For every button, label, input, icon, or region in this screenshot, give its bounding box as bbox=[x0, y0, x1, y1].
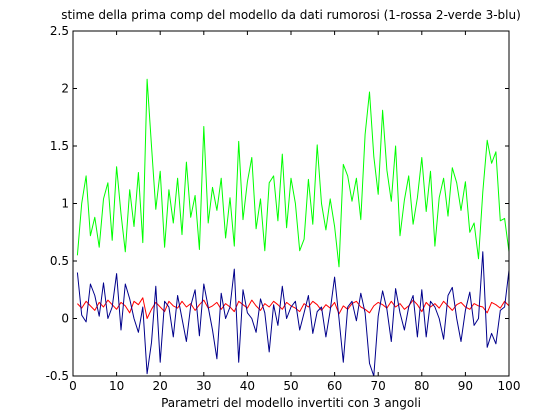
x-tick-label: 40 bbox=[240, 379, 255, 393]
series-layer bbox=[76, 78, 509, 376]
y-tick-label: 2.5 bbox=[50, 24, 69, 38]
y-tick-label: 1 bbox=[61, 197, 69, 211]
x-axis-label: Parametri del modello invertiti con 3 an… bbox=[161, 396, 421, 410]
x-tick-label: 60 bbox=[327, 379, 342, 393]
series-line-green bbox=[76, 78, 509, 268]
x-tick-label: 20 bbox=[153, 379, 168, 393]
x-tick-label: 90 bbox=[458, 379, 473, 393]
y-tick-label: 0 bbox=[61, 312, 69, 326]
x-axis: 0 10 20 30 40 50 60 70 80 90 100 bbox=[69, 31, 520, 393]
x-tick-label: 100 bbox=[498, 379, 521, 393]
chart-title: stime della prima comp del modello da da… bbox=[61, 8, 521, 22]
y-axis: -0.5 0 0.5 1 1.5 2 2.5 bbox=[46, 24, 509, 383]
y-tick-label: 1.5 bbox=[50, 139, 69, 153]
series-line-red bbox=[77, 297, 509, 319]
y-tick-label: -0.5 bbox=[46, 369, 69, 383]
x-tick-label: 30 bbox=[196, 379, 211, 393]
x-tick-label: 70 bbox=[371, 379, 386, 393]
series-line-blue bbox=[76, 251, 509, 376]
y-tick-label: 2 bbox=[61, 82, 69, 96]
x-tick-label: 80 bbox=[414, 379, 429, 393]
x-tick-label: 10 bbox=[109, 379, 124, 393]
plot-area bbox=[73, 31, 509, 376]
x-tick-label: 0 bbox=[69, 379, 77, 393]
x-tick-label: 50 bbox=[283, 379, 298, 393]
y-tick-label: 0.5 bbox=[50, 254, 69, 268]
